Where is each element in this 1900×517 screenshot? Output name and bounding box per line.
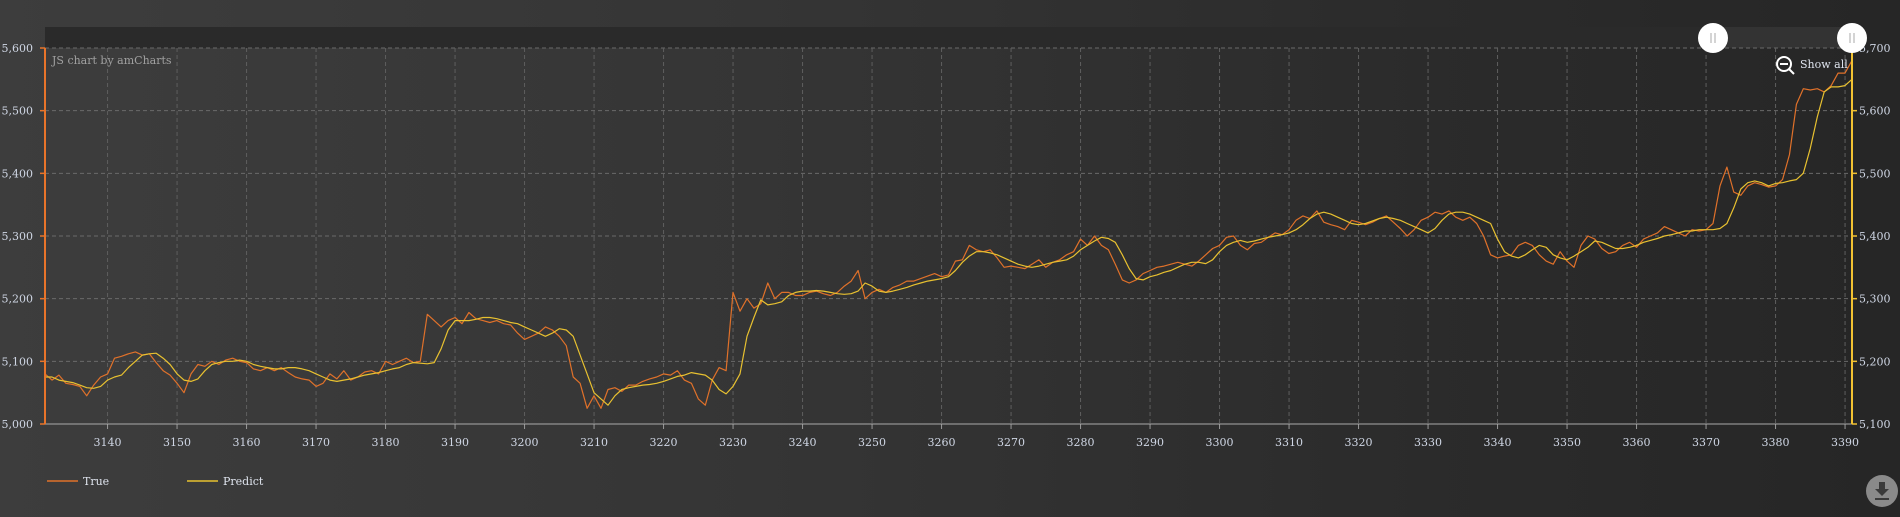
right-axis-label: 5,500 (1859, 167, 1891, 180)
series-line-true (44, 60, 1853, 409)
x-axis-label: 3150 (163, 436, 191, 449)
x-axis-label: 3310 (1275, 436, 1303, 449)
x-axis-label: 3340 (1484, 436, 1512, 449)
x-axis-label: 3240 (789, 436, 817, 449)
legend-label-predict[interactable]: Predict (223, 475, 264, 488)
show-all-button[interactable]: Show all (1776, 56, 1848, 75)
left-axis-label: 5,200 (2, 293, 34, 306)
x-axis-label: 3250 (858, 436, 886, 449)
x-axis-label: 3320 (1345, 436, 1373, 449)
scrollbar-track[interactable] (45, 27, 1852, 48)
x-axis-label: 3370 (1692, 436, 1720, 449)
left-axis-label: 5,100 (2, 355, 34, 368)
x-axis-label: 3230 (719, 436, 747, 449)
left-axis-label: 5,400 (2, 167, 34, 180)
scrollbar-grip-start[interactable] (1698, 23, 1728, 53)
scrollbar-grip-icon[interactable] (1837, 23, 1867, 53)
x-axis-label: 3170 (302, 436, 330, 449)
scrollbar[interactable] (45, 27, 1852, 48)
series-line-predict (45, 78, 1853, 406)
x-axis-label: 3210 (580, 436, 608, 449)
x-axis-label: 3190 (441, 436, 469, 449)
legend: True Predict (47, 475, 264, 488)
x-axis-label: 3260 (928, 436, 956, 449)
scrollbar-thumb[interactable] (1713, 27, 1852, 48)
tick-labels: 5,000 5,100 5,200 5,300 5,400 5,500 5,600 5,100… (2, 42, 1891, 449)
right-axis-label: 5,400 (1859, 230, 1891, 243)
right-axis-label: 5,100 (1859, 418, 1891, 431)
x-axis-label: 3280 (1067, 436, 1095, 449)
x-axis-label: 3330 (1414, 436, 1442, 449)
x-axis-label: 3380 (1762, 436, 1790, 449)
grid (45, 47, 1852, 424)
x-axis-label: 3390 (1831, 436, 1859, 449)
x-axis-label: 3180 (372, 436, 400, 449)
x-axis-label: 3270 (997, 436, 1025, 449)
x-axis-label: 3350 (1553, 436, 1581, 449)
right-axis-label: 5,200 (1859, 355, 1891, 368)
scrollbar-grip-icon[interactable] (1698, 23, 1728, 53)
axes (40, 47, 1857, 429)
x-axis-label: 3300 (1206, 436, 1234, 449)
right-axis-label: 5,600 (1859, 105, 1891, 118)
right-axis-label: 5,300 (1859, 293, 1891, 306)
magnifier-minus-icon[interactable] (1776, 56, 1795, 75)
x-axis-label: 3200 (511, 436, 539, 449)
x-axis-label: 3160 (233, 436, 261, 449)
x-axis-label: 3140 (94, 436, 122, 449)
legend-item-true[interactable]: True (47, 475, 109, 488)
amcharts-credit[interactable]: JS chart by amCharts (51, 54, 172, 67)
right-axis-label: 5,700 (1859, 42, 1891, 55)
x-axis-label: 3290 (1136, 436, 1164, 449)
legend-item-predict[interactable]: Predict (187, 475, 264, 488)
left-axis-label: 5,300 (2, 230, 34, 243)
left-axis-label: 5,500 (2, 105, 34, 118)
show-all-label[interactable]: Show all (1800, 58, 1848, 71)
x-axis-label: 3360 (1623, 436, 1651, 449)
x-axis-label: 3220 (650, 436, 678, 449)
left-axis-label: 5,000 (2, 418, 34, 431)
download-button[interactable] (1866, 475, 1898, 507)
left-axis-label: 5,600 (2, 42, 34, 55)
legend-label-true[interactable]: True (83, 475, 109, 488)
scrollbar-grip-end[interactable] (1837, 23, 1867, 53)
download-icon[interactable] (1875, 482, 1889, 500)
series-layer (44, 60, 1853, 409)
